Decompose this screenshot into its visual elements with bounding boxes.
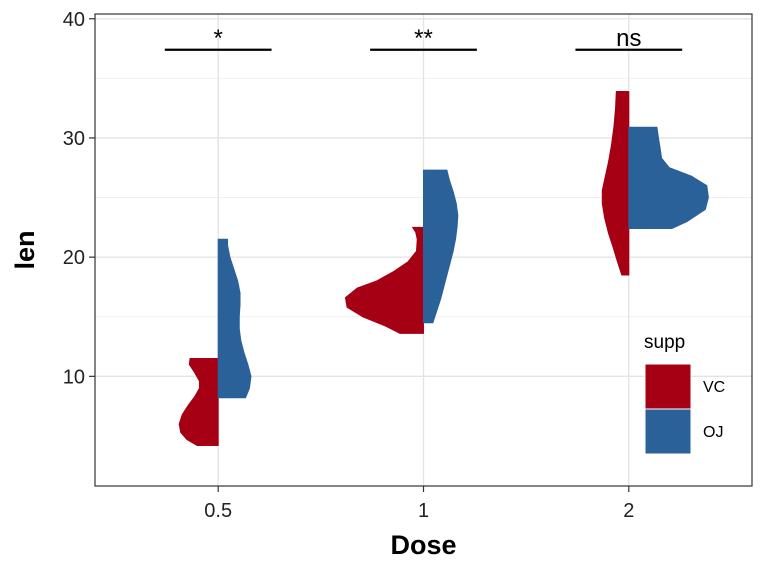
legend: supp VC OJ [644, 332, 725, 455]
x-tick-label: 1 [418, 500, 429, 522]
legend-key-vc [644, 363, 692, 410]
violin-vc-dose-0.5 [178, 357, 219, 446]
violin-vc-dose-2 [601, 90, 630, 276]
y-tick-label: 40 [63, 9, 85, 31]
x-axis-title: Dose [390, 530, 456, 560]
violin-oj-dose-1 [423, 169, 459, 324]
legend-title: supp [644, 332, 685, 353]
significance-label: ** [414, 25, 433, 52]
violin-oj-dose-0.5 [217, 238, 252, 399]
y-tick-label: 10 [63, 366, 85, 388]
axes: 10 20 30 40 0.5 1 2 [63, 9, 635, 522]
significance-label: * [214, 25, 223, 52]
legend-label-vc: VC [703, 379, 725, 396]
violin-oj-dose-2 [628, 126, 709, 230]
y-tick-label: 20 [63, 247, 85, 269]
y-axis-title: len [10, 230, 40, 269]
legend-label-oj: OJ [703, 424, 723, 441]
x-tick-label: 2 [623, 500, 634, 522]
x-tick-label: 0.5 [204, 500, 232, 522]
legend-key-oj [644, 408, 692, 455]
y-tick-label: 30 [63, 128, 85, 150]
violins [178, 90, 709, 446]
significance-label: ns [616, 25, 641, 52]
violin-vc-dose-1 [344, 226, 424, 334]
significance-annotations: * ** ns [164, 25, 683, 52]
